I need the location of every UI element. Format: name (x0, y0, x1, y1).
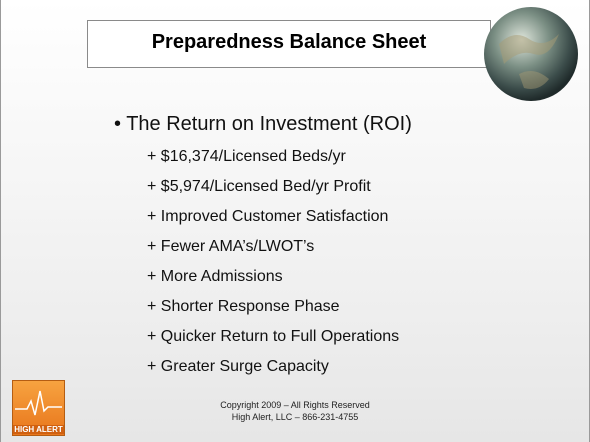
item-list: + $16,374/Licensed Beds/yr+ $5,974/Licen… (147, 146, 399, 386)
list-item: + Improved Customer Satisfaction (147, 206, 399, 236)
logo-text: HIGH ALERT (13, 425, 64, 434)
title-box: Preparedness Balance Sheet (87, 20, 491, 68)
footer-line: High Alert, LLC – 866-231-4755 (1, 411, 589, 423)
list-item: + $5,974/Licensed Bed/yr Profit (147, 176, 399, 206)
bullet: • The Return on Investment (ROI) (114, 113, 412, 136)
logo-pulse (13, 381, 64, 423)
bullet-text: The Return on Investment (ROI) (126, 113, 412, 135)
footer: Copyright 2009 – All Rights Reserved Hig… (1, 399, 589, 423)
list-item: + More Admissions (147, 266, 399, 296)
list-item: + Greater Surge Capacity (147, 356, 399, 386)
list-item: + $16,374/Licensed Beds/yr (147, 146, 399, 176)
list-item: + Shorter Response Phase (147, 296, 399, 326)
logo: HIGH ALERT (12, 380, 65, 436)
list-item: + Fewer AMA’s/LWOT’s (147, 236, 399, 266)
title: Preparedness Balance Sheet (88, 31, 490, 54)
globe (479, 4, 583, 104)
footer-line: Copyright 2009 – All Rights Reserved (1, 399, 589, 411)
list-item: + Quicker Return to Full Operations (147, 326, 399, 356)
slide: Preparedness Balance Sheet • The Return … (0, 0, 590, 442)
